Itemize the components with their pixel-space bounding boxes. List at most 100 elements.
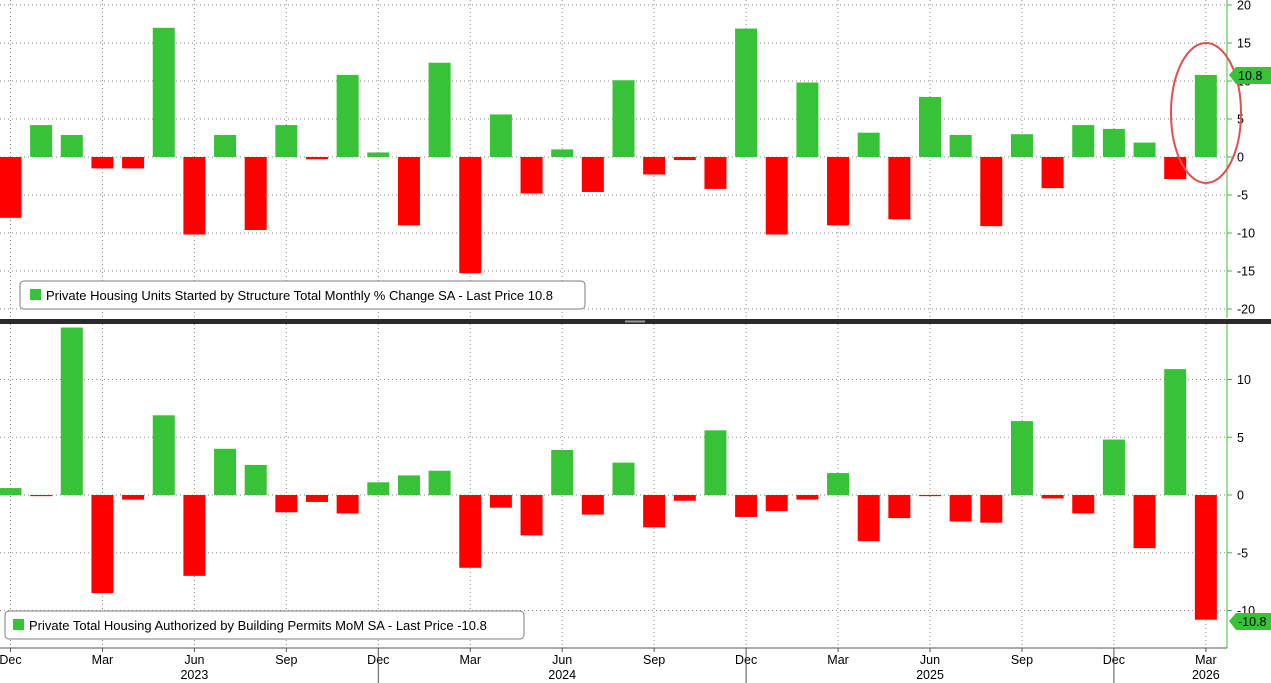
permits-bar xyxy=(367,482,390,495)
starts-bar xyxy=(857,132,880,157)
x-month-label: Jun xyxy=(552,653,572,667)
y-tick-label: 20 xyxy=(1237,0,1251,13)
permits-last-price-label: -10.8 xyxy=(1238,615,1267,629)
permits-bar xyxy=(91,495,114,594)
permits-bar xyxy=(919,495,941,497)
permits-bar xyxy=(551,449,574,495)
starts-bar xyxy=(1010,134,1033,157)
starts-last-price-tag: 10.8 xyxy=(1229,67,1271,84)
x-month-label: Mar xyxy=(459,653,481,667)
permits-bar xyxy=(735,495,758,517)
permits-bar xyxy=(397,475,420,495)
starts-bars xyxy=(0,27,1217,274)
permits-legend-box xyxy=(4,610,525,640)
starts-bar xyxy=(244,157,267,230)
permits-legend-text: Private Total Housing Authorized by Buil… xyxy=(29,618,487,633)
permits-bar xyxy=(980,495,1003,523)
starts-bar xyxy=(60,134,83,157)
starts-bar xyxy=(551,149,574,157)
permits-bar xyxy=(244,464,267,495)
y-tick-label: 5 xyxy=(1237,431,1244,445)
starts-bar xyxy=(735,28,758,158)
starts-bar xyxy=(30,125,53,157)
starts-bar xyxy=(765,157,788,235)
panel-divider-grip[interactable] xyxy=(625,320,645,323)
permits-legend: Private Total Housing Authorized by Buil… xyxy=(4,610,525,640)
starts-bar xyxy=(122,157,145,169)
permits-bar xyxy=(1194,495,1217,620)
permits-bar xyxy=(306,495,328,502)
starts-bar xyxy=(980,157,1003,227)
x-month-label: Sep xyxy=(1011,653,1033,667)
x-month-label: Mar xyxy=(827,653,849,667)
starts-bar xyxy=(643,157,666,175)
x-year-label: 2026 xyxy=(1192,668,1220,682)
starts-bar xyxy=(1102,128,1125,157)
starts-bar xyxy=(919,96,941,157)
starts-bar xyxy=(91,157,114,169)
x-month-label: Sep xyxy=(643,653,665,667)
permits-bar xyxy=(1164,369,1187,495)
permits-legend-swatch xyxy=(13,619,24,630)
permits-bar xyxy=(673,495,696,501)
y-tick-label: 0 xyxy=(1237,151,1244,165)
starts-bar xyxy=(673,157,696,161)
starts-bar xyxy=(367,152,390,157)
permits-bar xyxy=(428,470,451,495)
starts-bar xyxy=(1041,157,1064,189)
permits-bar xyxy=(612,462,635,495)
permits-bar xyxy=(459,495,482,568)
x-month-label: Mar xyxy=(92,653,114,667)
permits-bar xyxy=(581,495,604,515)
permits-last-price-tag: -10.8 xyxy=(1229,613,1271,630)
permits-bar xyxy=(0,488,22,495)
x-month-label: Dec xyxy=(0,653,22,667)
x-year-label: 2025 xyxy=(916,668,944,682)
starts-bar xyxy=(152,27,175,157)
y-tick-label: 0 xyxy=(1237,489,1244,503)
permits-bar xyxy=(704,430,727,495)
permits-bar xyxy=(152,415,175,495)
x-year-label: 2023 xyxy=(180,668,208,682)
starts-bar xyxy=(1164,157,1187,180)
starts-last-price-label: 10.8 xyxy=(1238,69,1262,83)
permits-bar xyxy=(489,495,512,508)
y-tick-label: -5 xyxy=(1237,189,1248,203)
permits-bar xyxy=(1010,421,1033,495)
permits-bar xyxy=(765,495,788,512)
starts-legend-text: Private Housing Units Started by Structu… xyxy=(46,288,553,303)
starts-bar xyxy=(459,157,482,274)
permits-bar xyxy=(1072,495,1095,514)
x-month-label: Jun xyxy=(920,653,940,667)
starts-bar xyxy=(214,134,237,157)
x-year-label: 2024 xyxy=(548,668,576,682)
starts-bar xyxy=(183,157,206,235)
y-tick-label: -10 xyxy=(1237,227,1255,241)
starts-bar xyxy=(704,157,727,189)
permits-bar xyxy=(214,448,237,495)
starts-legend-box xyxy=(19,280,586,310)
permits-bar xyxy=(1041,495,1064,499)
starts-bar xyxy=(428,62,451,158)
starts-bar xyxy=(1133,142,1156,157)
starts-bar xyxy=(949,134,972,157)
starts-bar xyxy=(1194,74,1217,157)
permits-bar xyxy=(122,495,145,500)
starts-bar xyxy=(489,114,512,157)
starts-bar xyxy=(520,157,543,194)
starts-bar xyxy=(397,157,420,226)
x-month-label: Mar xyxy=(1195,653,1217,667)
starts-bar xyxy=(827,157,850,226)
starts-bar xyxy=(0,157,22,218)
permits-bar xyxy=(1133,495,1156,549)
permits-bar xyxy=(275,495,298,513)
permits-bars xyxy=(0,327,1217,620)
starts-legend: Private Housing Units Started by Structu… xyxy=(19,280,586,310)
permits-last-price-marker xyxy=(1229,613,1271,630)
y-tick-label: 10 xyxy=(1237,373,1251,387)
starts-bar xyxy=(581,157,604,192)
x-month-label: Sep xyxy=(275,653,297,667)
starts-bar xyxy=(888,157,911,220)
permits-bar xyxy=(520,495,543,536)
